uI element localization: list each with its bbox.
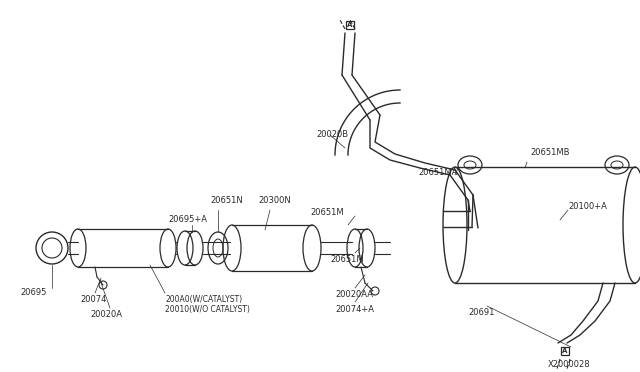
Text: 20300N: 20300N [258, 196, 291, 205]
Text: 20691: 20691 [468, 308, 494, 317]
Text: 20074: 20074 [80, 295, 106, 304]
Text: 20651MA: 20651MA [418, 168, 458, 177]
Text: 20020B: 20020B [316, 130, 348, 139]
FancyBboxPatch shape [346, 21, 354, 29]
Text: 20100+A: 20100+A [568, 202, 607, 211]
Text: A: A [563, 348, 568, 354]
Text: 20651M: 20651M [330, 255, 364, 264]
Text: 20651N: 20651N [210, 196, 243, 205]
Text: 20651M: 20651M [310, 208, 344, 217]
Text: 20010(W/O CATALYST): 20010(W/O CATALYST) [165, 305, 250, 314]
Text: 20020AA: 20020AA [335, 290, 373, 299]
Text: A: A [348, 22, 353, 28]
Text: X2000028: X2000028 [548, 360, 591, 369]
Text: 20651MB: 20651MB [530, 148, 570, 157]
Text: 20020A: 20020A [90, 310, 122, 319]
FancyBboxPatch shape [561, 347, 569, 355]
Text: 200A0(W/CATALYST): 200A0(W/CATALYST) [165, 295, 242, 304]
Text: 20695: 20695 [20, 288, 46, 297]
Text: 20695+A: 20695+A [168, 215, 207, 224]
Text: 20074+A: 20074+A [335, 305, 374, 314]
